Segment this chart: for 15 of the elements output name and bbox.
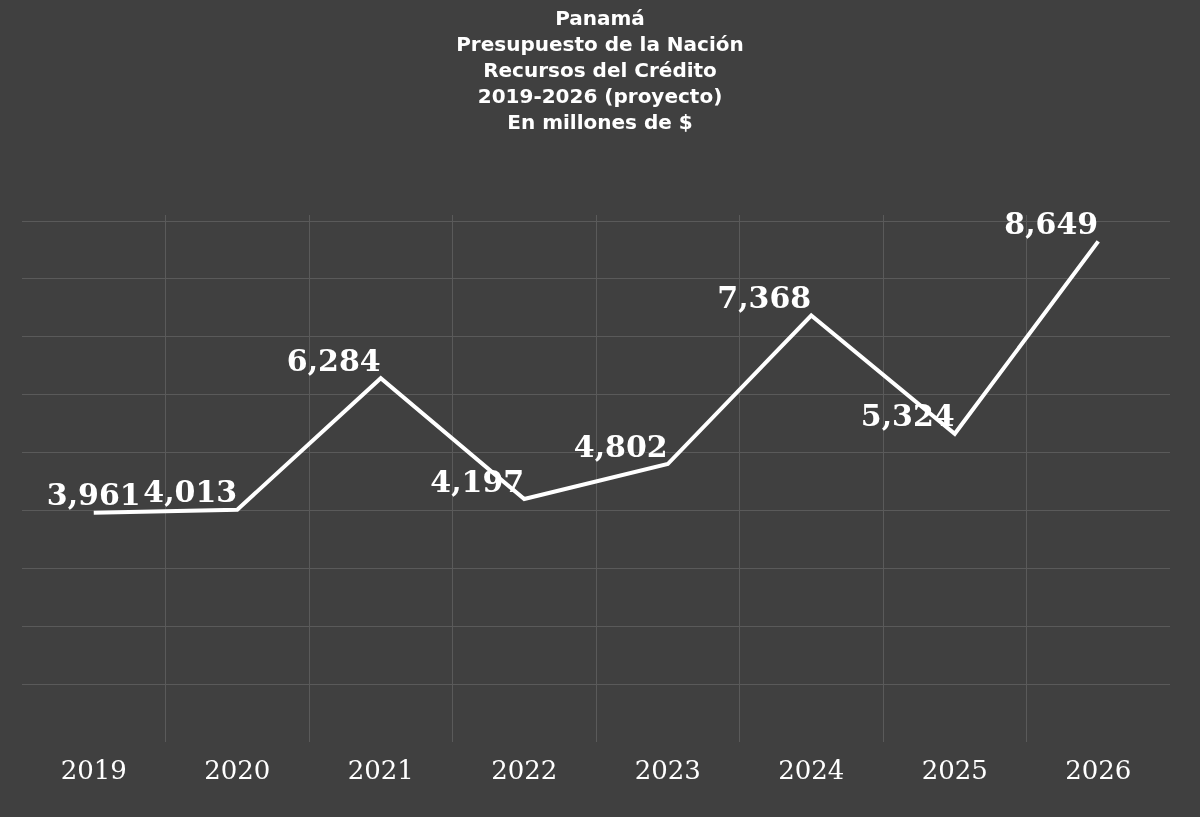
data-label: 4,802 — [573, 428, 668, 464]
chart-title: Panamá Presupuesto de la Nación Recursos del Crédito 2019-2026 (proyecto) En millones de $ — [456, 5, 744, 134]
data-label: 6,284 — [286, 342, 381, 378]
data-label: 3,961 — [46, 477, 141, 513]
x-tick-label: 2025 — [921, 755, 988, 785]
data-label: 4,013 — [143, 474, 238, 510]
x-tick-label: 2024 — [778, 755, 845, 785]
x-tick-label: 2023 — [634, 755, 701, 785]
x-tick-label: 2022 — [491, 755, 558, 785]
x-tick-label: 2021 — [347, 755, 414, 785]
data-label: 8,649 — [1004, 205, 1099, 241]
x-tick-label: 2026 — [1065, 755, 1132, 785]
x-tick-label: 2019 — [60, 755, 127, 785]
x-tick-label: 2020 — [204, 755, 271, 785]
data-label: 7,368 — [717, 280, 812, 315]
